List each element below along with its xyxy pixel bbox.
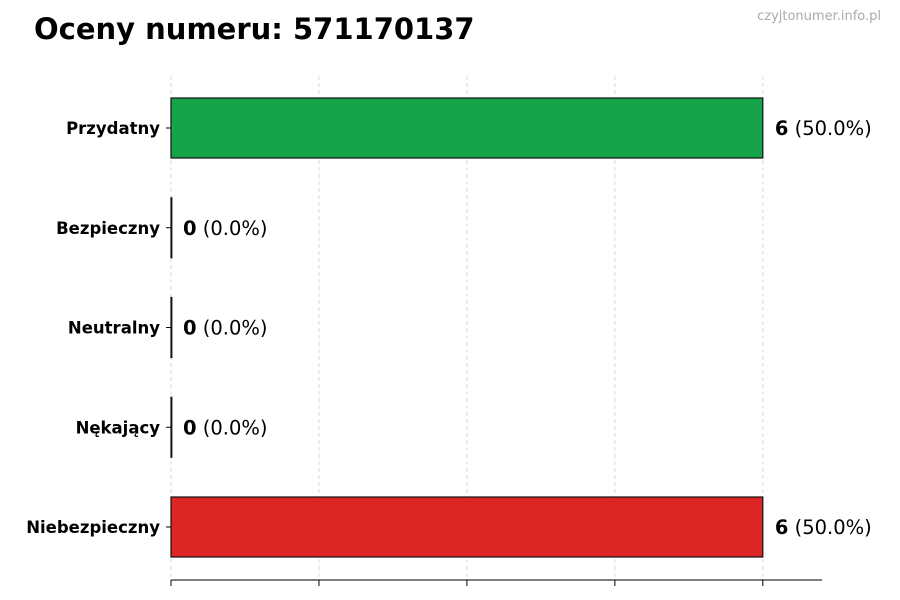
y-tick-label: Bezpieczny: [56, 219, 160, 238]
data-label-percent: (0.0%): [197, 416, 268, 439]
data-label-count: 0: [183, 416, 197, 439]
data-label: 0 (0.0%): [183, 217, 268, 240]
bar: [170, 496, 764, 558]
data-label: 6 (50.0%): [775, 117, 872, 140]
data-label-count: 0: [183, 317, 197, 340]
data-label-percent: (50.0%): [788, 516, 871, 539]
data-label-percent: (0.0%): [197, 217, 268, 240]
bar: [170, 296, 173, 359]
data-label-percent: (50.0%): [788, 117, 871, 140]
bar: [170, 396, 173, 458]
bar: [170, 197, 173, 259]
data-label-count: 6: [775, 516, 789, 539]
data-label-count: 6: [775, 117, 789, 140]
data-label: 0 (0.0%): [183, 416, 268, 439]
data-label: 6 (50.0%): [775, 516, 872, 539]
y-tick-label: Neutralny: [68, 319, 160, 338]
watermark: czyjtonumer.info.pl: [757, 9, 881, 24]
y-tick-label: Przydatny: [66, 119, 160, 138]
chart-title: Oceny numeru: 571170137: [34, 12, 475, 46]
bar: [170, 97, 764, 159]
y-tick-label: Nękający: [76, 418, 161, 437]
data-label-percent: (0.0%): [197, 317, 268, 340]
data-label: 0 (0.0%): [183, 317, 268, 340]
data-label-count: 0: [183, 217, 197, 240]
y-tick-label: Niebezpieczny: [26, 518, 160, 537]
